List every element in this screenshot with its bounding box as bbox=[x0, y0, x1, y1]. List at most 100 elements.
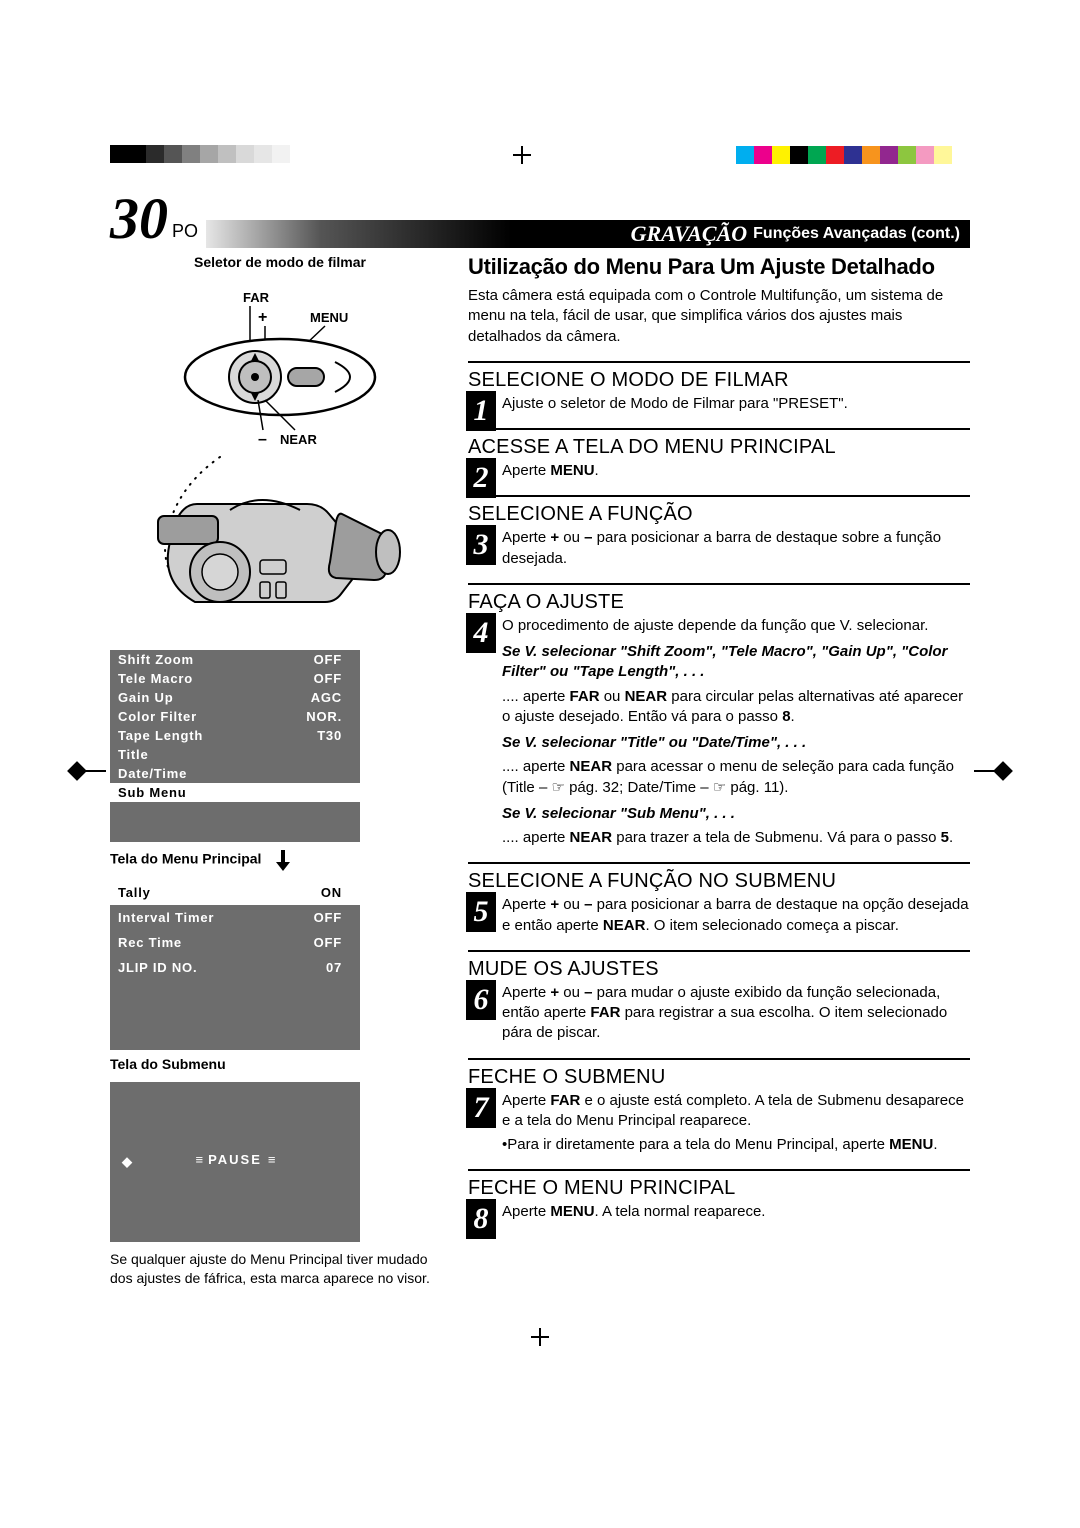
page-header: 30 PO GRAVAÇÃO Funções Avançadas (cont.) bbox=[110, 190, 970, 248]
menu-row: Shift ZoomOFF bbox=[110, 650, 360, 669]
step-condition: Se V. selecionar "Title" ou "Date/Time",… bbox=[502, 733, 970, 753]
bars-icon: ≡ bbox=[268, 1152, 275, 1167]
step: SELECIONE O MODO DE FILMAR1Ajuste o sele… bbox=[468, 361, 970, 428]
svg-text:–: – bbox=[258, 431, 267, 448]
step: FECHE O MENU PRINCIPAL8Aperte MENU. A te… bbox=[468, 1169, 970, 1236]
section-category: GRAVAÇÃO bbox=[631, 221, 748, 247]
registration-marks-top bbox=[110, 145, 970, 165]
svg-text:+: + bbox=[258, 309, 267, 326]
step-condition-body: .... aperte NEAR para acessar o menu de … bbox=[502, 757, 970, 798]
near-label: NEAR bbox=[280, 432, 317, 447]
step: FAÇA O AJUSTE4O procedimento de ajuste d… bbox=[468, 583, 970, 863]
bars-icon: ≡ bbox=[195, 1152, 202, 1167]
indicator-icon: ◆ bbox=[122, 1154, 134, 1170]
section-band: GRAVAÇÃO Funções Avançadas (cont.) bbox=[206, 220, 970, 248]
color-chip bbox=[754, 146, 772, 164]
section-subtitle: Funções Avançadas (cont.) bbox=[753, 225, 960, 243]
gray-chip bbox=[164, 145, 182, 163]
step-title: ACESSE A TELA DO MENU PRINCIPAL bbox=[468, 436, 970, 459]
color-chip bbox=[736, 146, 754, 164]
page-number: 30 bbox=[110, 190, 168, 248]
step-body: O procedimento de ajuste depende da funç… bbox=[468, 616, 970, 849]
pause-screen: ◆ ≡ PAUSE ≡ bbox=[110, 1082, 360, 1242]
color-chip bbox=[844, 146, 862, 164]
step-number: 6 bbox=[466, 980, 496, 1020]
gray-chip bbox=[110, 145, 128, 163]
color-chip bbox=[862, 146, 880, 164]
menu-row: Tape LengthT30 bbox=[110, 726, 360, 745]
step: SELECIONE A FUNÇÃO3Aperte + ou – para po… bbox=[468, 495, 970, 583]
gray-chip bbox=[200, 145, 218, 163]
section-title: Utilização do Menu Para Um Ajuste Detalh… bbox=[468, 254, 970, 280]
right-column: Utilização do Menu Para Um Ajuste Detalh… bbox=[468, 254, 970, 1288]
color-chip bbox=[898, 146, 916, 164]
step-bullet: •Para ir diretamente para a tela do Menu… bbox=[502, 1135, 970, 1155]
sub-menu-screen: TallyONInterval TimerOFFRec TimeOFFJLIP … bbox=[110, 880, 360, 1050]
step: MUDE OS AJUSTES6Aperte + ou – para mudar… bbox=[468, 950, 970, 1058]
step-body: Aperte + ou – para mudar o ajuste exibid… bbox=[468, 983, 970, 1044]
step-title: FAÇA O AJUSTE bbox=[468, 591, 970, 614]
side-register-right bbox=[974, 764, 1010, 778]
step-condition: Se V. selecionar "Shift Zoom", "Tele Mac… bbox=[502, 642, 970, 683]
sub-menu-caption: Tela do Submenu bbox=[110, 1056, 450, 1072]
color-chip bbox=[916, 146, 934, 164]
menu-row: JLIP ID NO.07 bbox=[110, 955, 360, 980]
gray-chip bbox=[254, 145, 272, 163]
step-body: Aperte MENU. A tela normal reaparece. bbox=[468, 1202, 970, 1222]
gray-chip bbox=[218, 145, 236, 163]
menu-row: Gain UpAGC bbox=[110, 688, 360, 707]
crosshair-icon bbox=[531, 1328, 549, 1346]
intro-text: Esta câmera está equipada com o Controle… bbox=[468, 286, 970, 347]
left-column: Seletor de modo de filmar FAR + MENU bbox=[110, 254, 450, 1288]
step-title: SELECIONE A FUNÇÃO NO SUBMENU bbox=[468, 870, 970, 893]
step-title: MUDE OS AJUSTES bbox=[468, 958, 970, 981]
step-condition-body: .... aperte NEAR para trazer a tela de S… bbox=[502, 828, 970, 848]
gray-chip bbox=[290, 145, 308, 163]
gray-chip bbox=[182, 145, 200, 163]
step-body: Aperte FAR e o ajuste está completo. A t… bbox=[468, 1091, 970, 1156]
step-number: 4 bbox=[466, 613, 496, 653]
step: SELECIONE A FUNÇÃO NO SUBMENU5Aperte + o… bbox=[468, 862, 970, 950]
color-chip bbox=[826, 146, 844, 164]
arrow-down-icon bbox=[273, 848, 293, 872]
step-body: Aperte + ou – para posicionar a barra de… bbox=[468, 895, 970, 936]
step-condition: Se V. selecionar "Sub Menu", . . . bbox=[502, 804, 970, 824]
gray-chip bbox=[128, 145, 146, 163]
step-number: 3 bbox=[466, 525, 496, 565]
menu-row: Tele MacroOFF bbox=[110, 669, 360, 688]
step-number: 1 bbox=[466, 391, 496, 431]
step: FECHE O SUBMENU7Aperte FAR e o ajuste es… bbox=[468, 1058, 970, 1170]
step-body: Aperte + ou – para posicionar a barra de… bbox=[468, 528, 970, 569]
camcorder-illustration bbox=[110, 452, 450, 642]
far-label: FAR bbox=[243, 290, 270, 305]
step-body: Ajuste o seletor de Modo de Filmar para … bbox=[468, 394, 970, 414]
menu-row: Interval TimerOFF bbox=[110, 905, 360, 930]
menu-row: Title bbox=[110, 745, 360, 764]
color-chip bbox=[772, 146, 790, 164]
step-title: SELECIONE A FUNÇÃO bbox=[468, 503, 970, 526]
selector-label: Seletor de modo de filmar bbox=[110, 254, 450, 270]
side-register-left bbox=[70, 764, 106, 778]
menu-row: Rec TimeOFF bbox=[110, 930, 360, 955]
step-title: SELECIONE O MODO DE FILMAR bbox=[468, 369, 970, 392]
color-chip bbox=[952, 146, 970, 164]
step-body: Aperte MENU. bbox=[468, 461, 970, 481]
registration-marks-bottom bbox=[110, 1328, 970, 1351]
pause-label: PAUSE bbox=[208, 1152, 262, 1167]
step-number: 5 bbox=[466, 892, 496, 932]
main-menu-screen: Shift ZoomOFFTele MacroOFFGain UpAGCColo… bbox=[110, 650, 360, 842]
color-chip bbox=[790, 146, 808, 164]
step-number: 8 bbox=[466, 1199, 496, 1239]
step-number: 7 bbox=[466, 1088, 496, 1128]
step-title: FECHE O MENU PRINCIPAL bbox=[468, 1177, 970, 1200]
step-title: FECHE O SUBMENU bbox=[468, 1066, 970, 1089]
control-dial-diagram: FAR + MENU – NE bbox=[110, 272, 450, 452]
menu-row: TallyON bbox=[110, 880, 360, 905]
main-menu-caption: Tela do Menu Principal bbox=[110, 848, 450, 872]
menu-row: Sub Menu bbox=[110, 783, 360, 802]
crosshair-icon bbox=[513, 146, 531, 164]
footnote: Se qualquer ajuste do Menu Principal tiv… bbox=[110, 1250, 450, 1288]
gray-chip bbox=[272, 145, 290, 163]
gray-chip bbox=[146, 145, 164, 163]
step-number: 2 bbox=[466, 458, 496, 498]
